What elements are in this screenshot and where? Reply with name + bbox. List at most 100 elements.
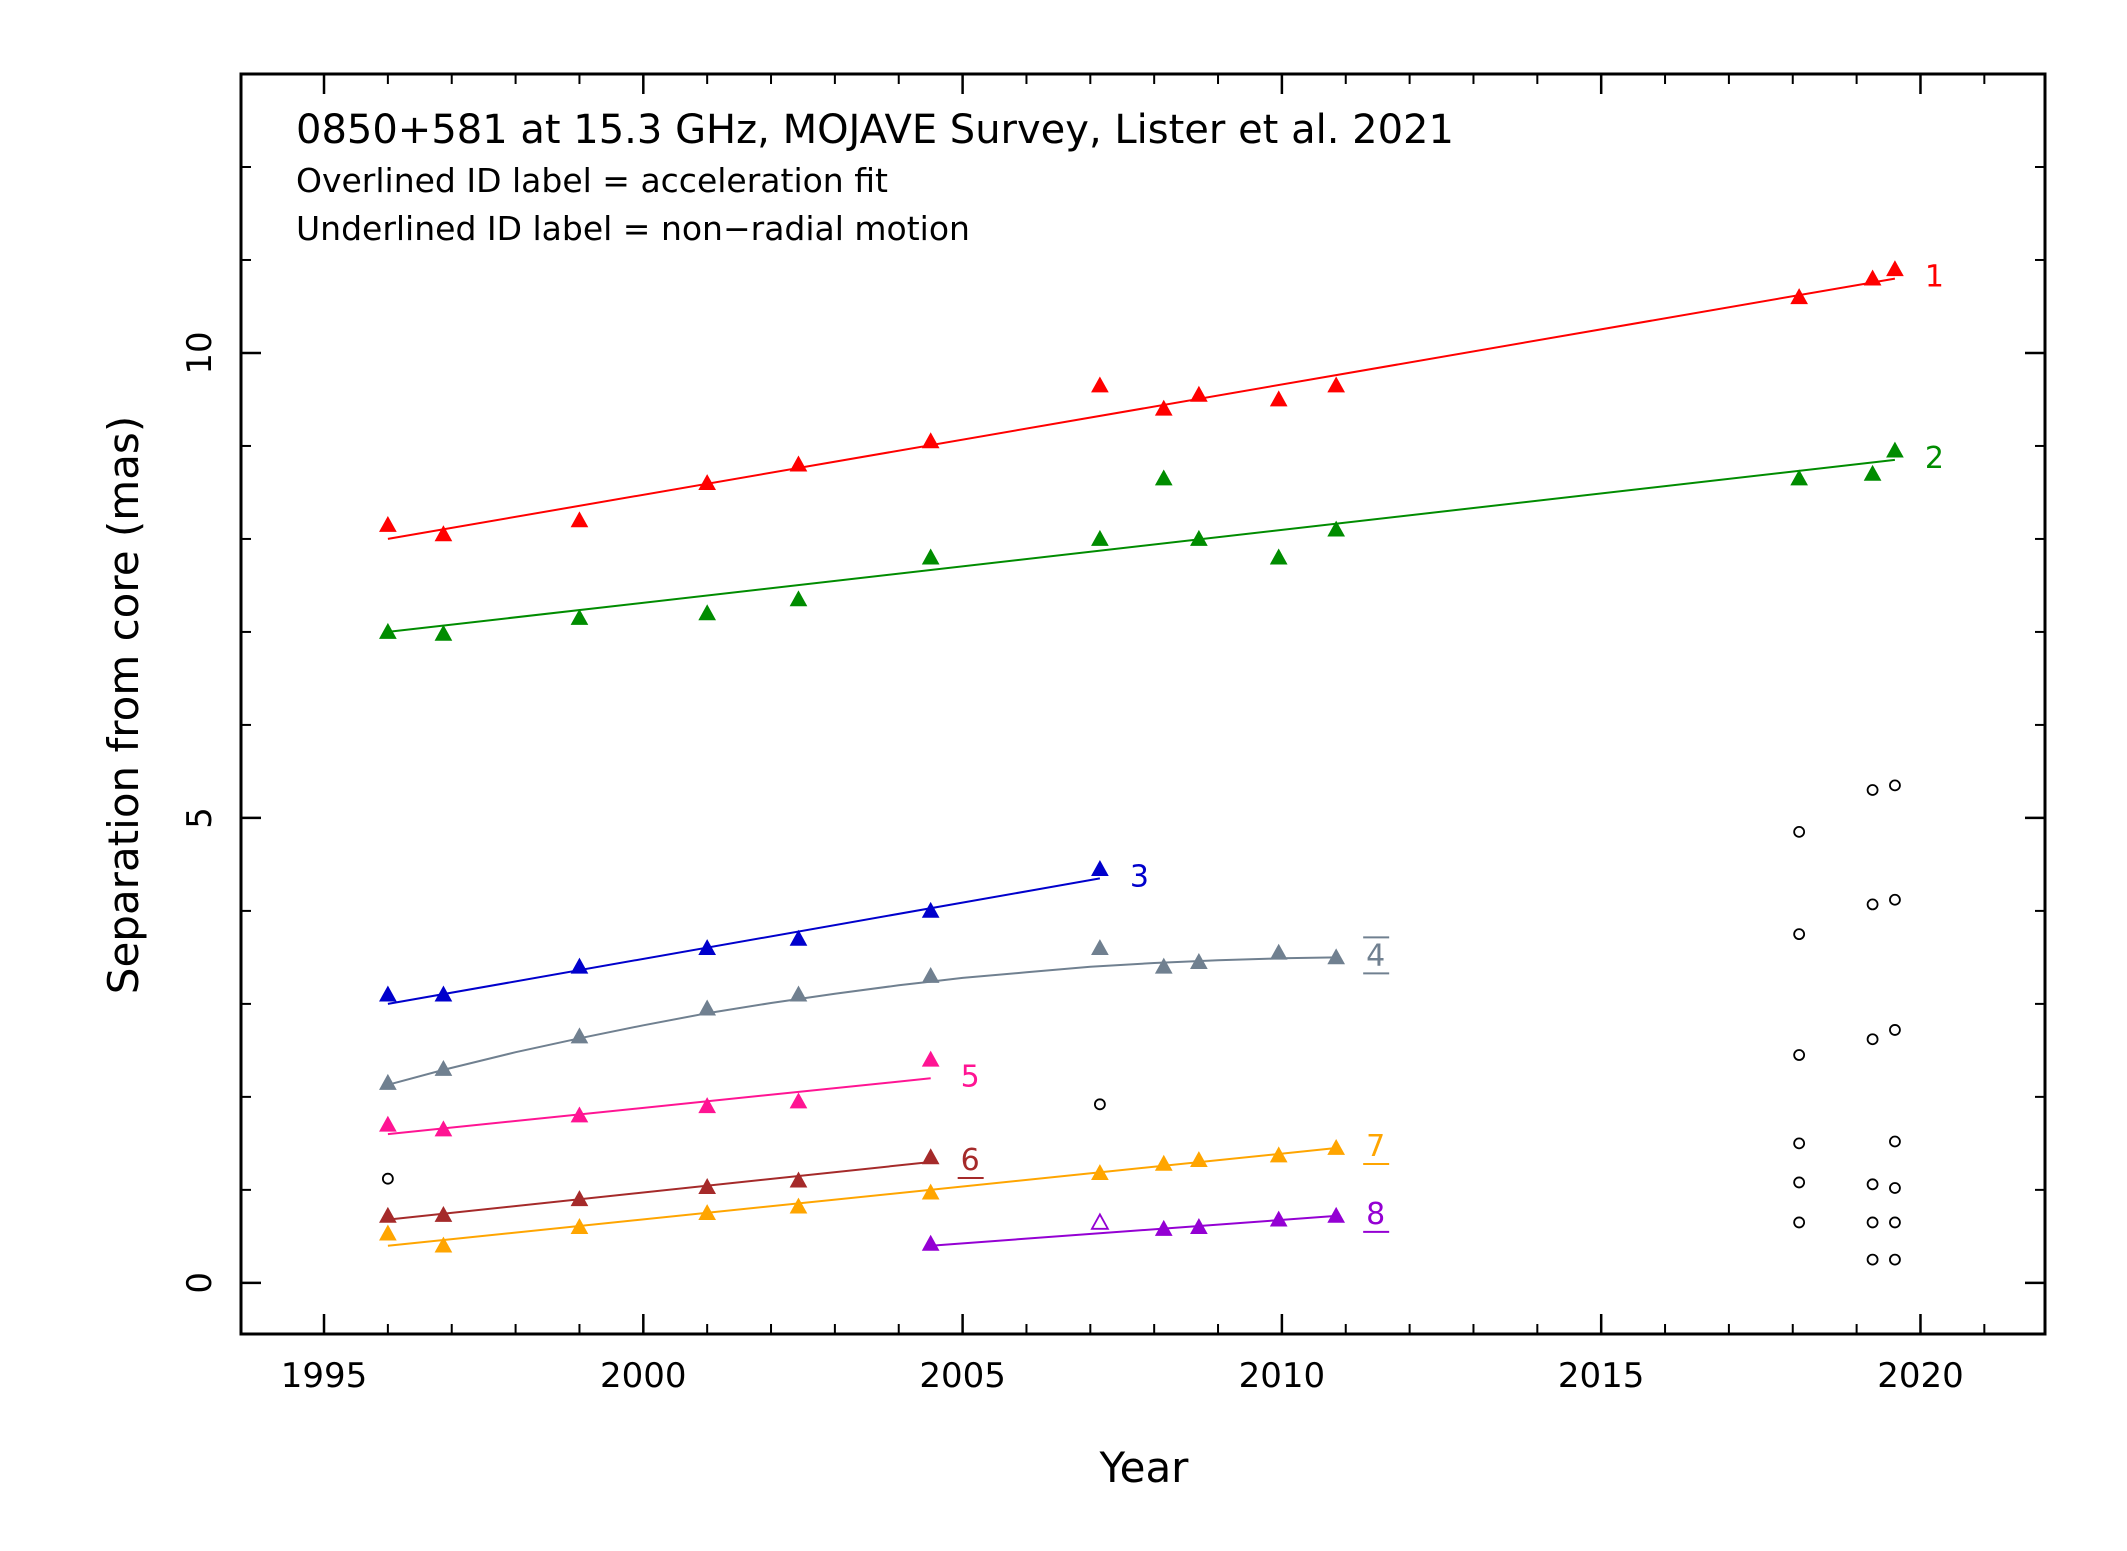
data-point-series-2 — [1091, 529, 1109, 546]
unassociated-point — [1866, 1216, 1879, 1229]
data-point-series-1 — [1327, 376, 1346, 393]
data-point-series-7 — [789, 1197, 808, 1214]
chart-note-1: Overlined ID label = acceleration fit — [296, 161, 888, 200]
series-label-4: 4 — [1366, 938, 1385, 973]
points-group — [379, 260, 1904, 1266]
unassociated-point — [1889, 1182, 1901, 1194]
data-point-series-3 — [698, 939, 717, 955]
data-point-series-7 — [1269, 1146, 1288, 1163]
data-point-series-4 — [789, 985, 808, 1002]
data-point-series-7 — [570, 1218, 589, 1234]
unassociated-point — [1866, 784, 1879, 796]
data-point-series-7 — [921, 1183, 940, 1200]
data-point-series-2 — [434, 624, 453, 641]
y-tick-label: 0 — [180, 1272, 220, 1294]
unassociated-point — [1889, 893, 1901, 906]
unassociated-point — [1093, 1098, 1106, 1111]
data-point-series-3 — [921, 901, 940, 918]
data-point-series-3 — [379, 985, 397, 1002]
unassociated-point — [1866, 1178, 1879, 1191]
data-point-series-7 — [434, 1236, 453, 1253]
data-point-series-2 — [789, 590, 808, 607]
data-point-series-1 — [1790, 288, 1808, 305]
plot-frame — [239, 72, 2047, 1336]
data-point-series-4 — [1269, 943, 1288, 960]
data-point-series-1 — [1091, 376, 1109, 393]
data-point-series-5 — [434, 1120, 453, 1137]
data-point-series-1 — [1863, 269, 1882, 286]
axes-group: 1995 2000 2005 2010 2015 2020 0 5 10 — [180, 72, 2047, 1396]
data-point-series-7 — [1190, 1151, 1208, 1168]
unassociated-point — [1889, 1024, 1901, 1036]
data-point-series-5 — [379, 1115, 397, 1132]
unassociated-point — [1889, 1253, 1901, 1266]
x-tick-label: 2005 — [919, 1356, 1006, 1396]
data-point-series-4 — [921, 966, 940, 983]
data-point-series-2 — [1886, 441, 1904, 458]
unassociated-point — [1889, 1216, 1901, 1229]
data-point-series-1 — [698, 474, 717, 491]
unassociated-point — [1866, 1253, 1879, 1266]
x-tick-label: 1995 — [281, 1356, 368, 1396]
data-point-series-1 — [570, 511, 589, 528]
chart-note-2: Underlined ID label = non−radial motion — [296, 209, 970, 248]
data-point-series-2 — [379, 622, 397, 639]
data-point-series-8 — [1269, 1210, 1288, 1227]
data-point-series-4 — [1091, 939, 1109, 955]
data-point-series-6 — [921, 1148, 940, 1165]
data-point-series-1 — [921, 432, 940, 449]
data-point-series-8 — [1190, 1218, 1208, 1234]
data-point-series-1 — [789, 455, 808, 472]
data-point-series-7 — [1327, 1138, 1346, 1155]
open-point-series-8 — [1090, 1212, 1110, 1230]
fit-line-series-8 — [930, 1214, 1337, 1247]
data-point-series-4 — [570, 1027, 589, 1044]
data-point-series-2 — [1269, 548, 1288, 565]
y-tick-label: 10 — [180, 331, 220, 374]
data-point-series-6 — [789, 1171, 808, 1188]
data-point-series-7 — [1154, 1154, 1173, 1171]
data-point-series-2 — [698, 604, 717, 621]
unassociated-point — [1793, 825, 1806, 838]
data-point-series-1 — [1190, 385, 1208, 402]
data-point-series-4 — [1190, 953, 1208, 969]
data-point-series-5 — [921, 1050, 940, 1067]
data-point-series-1 — [1269, 390, 1288, 407]
series-label-3: 3 — [1130, 859, 1149, 894]
fit-line-series-7 — [387, 1147, 1337, 1247]
fit-line-series-4 — [387, 956, 1337, 1086]
fit-line-series-6 — [387, 1161, 931, 1221]
data-point-series-3 — [434, 985, 453, 1002]
x-axis-label: Year — [1099, 1443, 1190, 1492]
unassociated-point — [1793, 1176, 1806, 1189]
data-point-series-4 — [698, 999, 717, 1016]
data-point-series-2 — [1863, 464, 1882, 481]
data-point-series-4 — [434, 1059, 453, 1076]
data-point-series-2 — [1327, 520, 1346, 537]
data-point-series-2 — [921, 548, 940, 565]
series-labels-group: 1 2 3 4 5 6 7 8 — [957, 260, 1944, 1233]
data-point-series-3 — [570, 957, 589, 974]
x-tick-label: 2000 — [600, 1356, 687, 1396]
data-point-series-5 — [570, 1106, 589, 1123]
series-label-7: 7 — [1366, 1129, 1385, 1164]
data-point-series-4 — [1327, 948, 1346, 965]
data-point-series-3 — [1091, 860, 1109, 876]
data-point-series-8 — [1154, 1219, 1173, 1236]
unassociated-point — [381, 1172, 394, 1185]
data-point-series-2 — [570, 608, 589, 625]
data-point-series-7 — [379, 1224, 397, 1241]
x-tick-label: 2010 — [1239, 1356, 1326, 1396]
data-point-series-7 — [698, 1204, 717, 1221]
series-label-1: 1 — [1925, 260, 1944, 295]
data-point-series-2 — [1790, 469, 1808, 486]
data-point-series-3 — [789, 929, 808, 946]
data-point-series-4 — [1154, 957, 1173, 974]
fit-line-series-3 — [387, 877, 1101, 1005]
data-point-series-7 — [1091, 1164, 1109, 1181]
data-point-series-4 — [379, 1073, 397, 1090]
data-point-series-1 — [1154, 399, 1173, 416]
